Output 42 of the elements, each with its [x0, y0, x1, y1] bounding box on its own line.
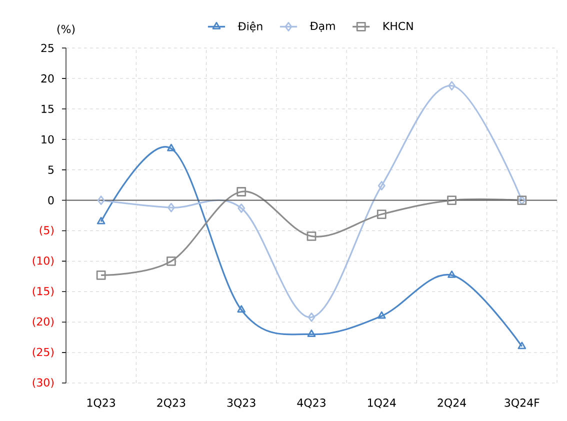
x-tick-label: 2Q23 — [157, 398, 186, 408]
y-tick-label: (25) — [32, 348, 54, 358]
y-tick-label: (20) — [32, 317, 54, 327]
point — [236, 187, 246, 196]
y-tick-label: 5 — [48, 166, 54, 174]
legend-label: Đạm — [310, 22, 335, 32]
y-tick-label: 15 — [42, 104, 54, 113]
x-tick-label: 3Q24F — [504, 398, 540, 408]
point — [448, 81, 456, 90]
point — [377, 311, 386, 319]
y-tick-label: (10) — [32, 256, 54, 266]
y-tick-label: (30) — [32, 378, 54, 388]
point — [167, 144, 176, 152]
point — [447, 196, 456, 205]
legend-label: KHCN — [384, 22, 413, 30]
point — [448, 270, 456, 278]
x-tick-label: 1Q24 — [368, 398, 396, 408]
x-tick-label: 1Q23 — [87, 398, 116, 408]
point — [97, 196, 105, 205]
point — [166, 256, 176, 266]
point — [308, 312, 316, 322]
point — [168, 202, 175, 212]
point — [96, 270, 106, 280]
x-tick-label: 4Q23 — [297, 398, 326, 408]
point — [237, 305, 246, 313]
point — [378, 180, 386, 190]
y-tick-label: 25 — [41, 44, 54, 52]
point — [518, 342, 526, 350]
point — [96, 216, 106, 224]
point — [376, 210, 386, 219]
y-tick-label: 20 — [41, 74, 54, 83]
y-axis-title: (%) — [57, 24, 75, 34]
legend-label: Điện — [238, 22, 262, 32]
point — [306, 232, 316, 241]
point — [238, 203, 246, 213]
y-tick-label: 0 — [48, 196, 54, 204]
x-tick-label: 3Q23 — [227, 398, 256, 408]
y-tick-label: 10 — [42, 135, 54, 144]
y-tick-label: (15) — [32, 286, 54, 297]
x-tick-label: 2Q24 — [438, 398, 466, 408]
y-tick-label: (5) — [40, 226, 54, 236]
point — [307, 330, 316, 337]
